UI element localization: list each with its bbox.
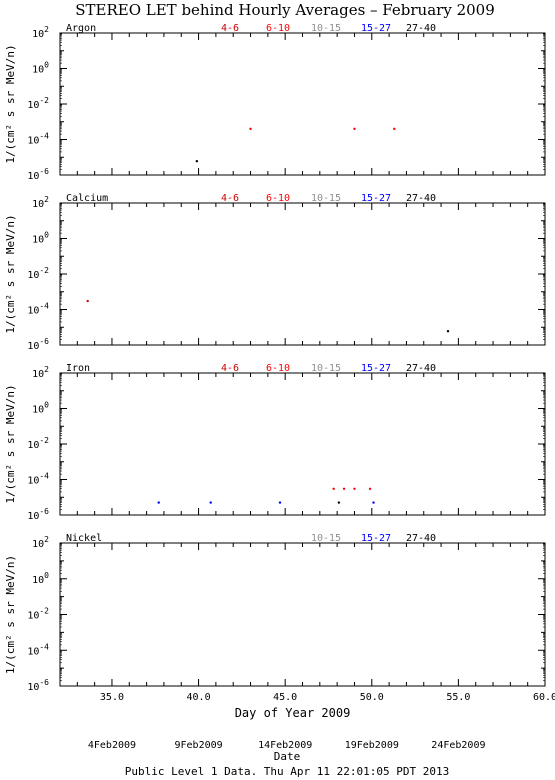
data-point-15-27 <box>372 501 375 504</box>
legend-6-10: 6-10 <box>266 193 290 204</box>
y-tick-label: 10-4 <box>27 472 49 487</box>
x-tick-label: 40.0 <box>187 692 211 703</box>
legend-27-40: 27-40 <box>406 193 436 204</box>
y-tick-label: 10-2 <box>27 266 49 281</box>
legend-4-6: 4-6 <box>221 193 239 204</box>
y-tick-label: 10-2 <box>27 96 49 111</box>
y-tick-label: 100 <box>32 231 49 246</box>
data-point-15-27 <box>278 501 282 504</box>
legend-15-27: 15-27 <box>361 193 391 204</box>
y-tick-label: 100 <box>32 401 49 416</box>
legend-4-6: 4-6 <box>221 363 239 374</box>
legend-27-40: 27-40 <box>406 533 436 544</box>
x-tick-label: 35.0 <box>100 692 124 703</box>
y-tick-label: 102 <box>32 195 49 210</box>
y-tick-label: 10-6 <box>27 507 49 522</box>
data-point-6-10 <box>249 127 252 131</box>
legend-4-6: 4-6 <box>221 23 239 34</box>
y-axis-label: 1/(cm² s sr MeV/n) <box>4 555 17 674</box>
legend-10-15: 10-15 <box>311 533 341 544</box>
data-point-6-10 <box>342 487 346 490</box>
x-axis-label: Day of Year 2009 <box>235 706 351 720</box>
plot-frame <box>59 202 546 346</box>
y-tick-label: 102 <box>32 365 49 380</box>
y-tick-label: 10-4 <box>27 642 49 657</box>
legend-10-15: 10-15 <box>311 193 341 204</box>
panels-group: 102 100 10-2 10-4 10-6 1/(cm² s sr MeV/n) Argo… <box>4 23 555 763</box>
data-point-27-40 <box>195 159 199 163</box>
data-point-6-10 <box>393 127 396 131</box>
plot-frame <box>59 32 546 176</box>
chart-panel-nickel: 102 100 10-2 10-4 10-6 1/(cm² s sr MeV/n) Nick… <box>4 533 555 763</box>
panel-element-name: Calcium <box>66 193 108 204</box>
legend-10-15: 10-15 <box>311 363 341 374</box>
legend-27-40: 27-40 <box>406 23 436 34</box>
plot-frame <box>59 542 546 687</box>
y-tick-label: 10-6 <box>27 167 49 182</box>
date-label: 24Feb2009 <box>431 740 485 751</box>
y-tick-label: 10-4 <box>27 302 49 317</box>
y-tick-label: 100 <box>32 571 49 586</box>
date-axis-title: Date <box>274 750 301 763</box>
data-point-6-10 <box>353 127 356 131</box>
chart-panel-calcium: 102 100 10-2 10-4 10-6 1/(cm² s sr MeV/n) Calc… <box>4 193 546 352</box>
legend-27-40: 27-40 <box>406 363 436 374</box>
date-label: 14Feb2009 <box>258 740 312 751</box>
chart-panel-iron: 102 100 10-2 10-4 10-6 1/(cm² s sr MeV/n) Iron… <box>4 363 546 522</box>
data-point-6-10 <box>353 487 356 490</box>
y-tick-label: 10-4 <box>27 132 49 147</box>
date-label: 4Feb2009 <box>88 740 136 751</box>
data-point-27-40 <box>337 501 341 504</box>
y-tick-label: 102 <box>32 535 49 550</box>
y-tick-label: 10-2 <box>27 607 49 622</box>
data-point-6-10 <box>368 487 372 490</box>
legend-15-27: 15-27 <box>361 363 391 374</box>
legend-15-27: 15-27 <box>361 23 391 34</box>
x-tick-label: 50.0 <box>360 692 384 703</box>
panel-element-name: Iron <box>66 363 90 374</box>
plot-frame <box>59 372 546 516</box>
y-axis-label: 1/(cm² s sr MeV/n) <box>4 214 17 333</box>
x-tick-label: 60.0 <box>533 692 555 703</box>
data-point-27-40 <box>446 329 450 333</box>
y-tick-label: 10-6 <box>27 678 49 693</box>
data-point-6-10 <box>332 487 335 490</box>
chart-panel-argon: 102 100 10-2 10-4 10-6 1/(cm² s sr MeV/n) Argo… <box>4 23 546 182</box>
chart-title: STEREO LET behind Hourly Averages – Febr… <box>75 1 495 19</box>
panel-element-name: Nickel <box>66 533 102 544</box>
data-point-15-27 <box>209 501 212 504</box>
y-tick-label: 10-2 <box>27 436 49 451</box>
panel-element-name: Argon <box>66 23 96 34</box>
data-point-15-27 <box>157 501 160 504</box>
legend-10-15: 10-15 <box>311 23 341 34</box>
y-axis-label: 1/(cm² s sr MeV/n) <box>4 384 17 503</box>
y-tick-label: 100 <box>32 61 49 76</box>
date-label: 19Feb2009 <box>345 740 399 751</box>
footer-text: Public Level 1 Data. Thu Apr 11 22:01:05… <box>125 765 450 778</box>
legend-15-27: 15-27 <box>361 533 391 544</box>
legend-6-10: 6-10 <box>266 363 290 374</box>
date-label: 9Feb2009 <box>174 740 222 751</box>
y-tick-label: 102 <box>32 25 49 40</box>
data-point-4-6 <box>86 299 89 303</box>
y-tick-label: 10-6 <box>27 337 49 352</box>
y-axis-label: 1/(cm² s sr MeV/n) <box>4 44 17 163</box>
x-tick-label: 45.0 <box>273 692 297 703</box>
x-tick-label: 55.0 <box>446 692 470 703</box>
legend-6-10: 6-10 <box>266 23 290 34</box>
